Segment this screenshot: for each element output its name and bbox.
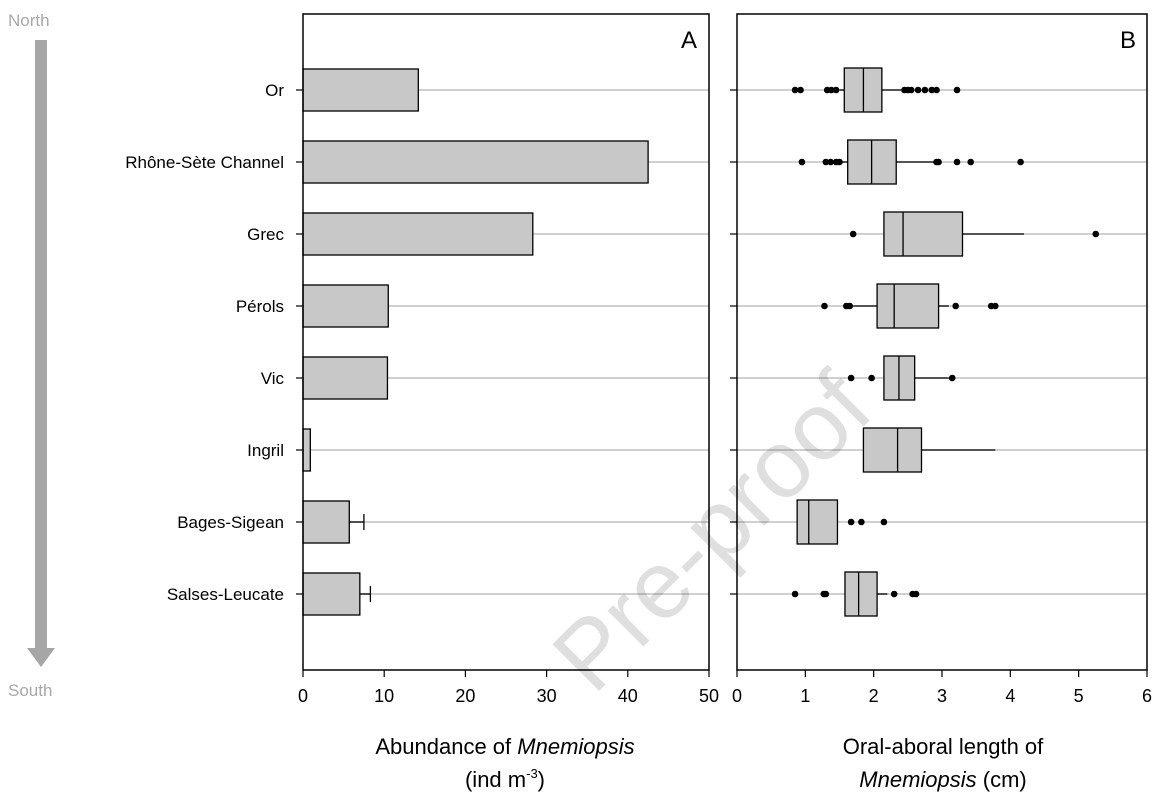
- box-group: [821, 283, 999, 329]
- arrow-head-icon: [27, 648, 55, 667]
- south-label: South: [8, 681, 52, 700]
- outlier-point: [828, 86, 835, 94]
- outlier-point: [1092, 230, 1100, 238]
- bar: [302, 572, 361, 616]
- outlier-point: [846, 302, 854, 310]
- outlier-point: [827, 158, 834, 166]
- x-tick-label: 20: [455, 686, 475, 706]
- outlier-point: [847, 518, 855, 526]
- box-group: [791, 571, 920, 617]
- outlier-point: [952, 302, 959, 310]
- panel-a-letter: A: [681, 27, 697, 54]
- x-tick-label: 4: [1005, 686, 1015, 706]
- outlier-point: [992, 302, 999, 310]
- bar: [302, 68, 419, 112]
- box-group: [862, 427, 996, 473]
- panel-a-bar-chart: 0 10 20 30 40 50 A Abundance of Mnemiopsis (i…: [296, 13, 719, 792]
- outlier-point: [880, 518, 888, 526]
- category-label: Ingril: [247, 441, 284, 460]
- outlier-point: [847, 374, 855, 382]
- box-group: [849, 211, 1100, 257]
- outlier-point: [822, 158, 830, 166]
- bar: [302, 500, 350, 544]
- category-label: Rhône-Sète Channel: [125, 153, 284, 172]
- outlier-point: [836, 158, 843, 166]
- iqr-box: [796, 499, 839, 545]
- iqr-box: [862, 427, 923, 473]
- category-label: Bages-Sigean: [177, 513, 284, 532]
- category-label: Salses-Leucate: [167, 585, 284, 604]
- panel-b-letter: B: [1120, 27, 1136, 54]
- bar: [302, 212, 534, 256]
- panel-a-y-ticks: [296, 89, 303, 595]
- outlier-point: [797, 86, 804, 94]
- north-label: North: [8, 11, 50, 30]
- x-tick-label: 2: [869, 686, 879, 706]
- box-group: [847, 355, 956, 401]
- category-labels: Or Rhône-Sète Channel Grec Pérols Vic Ingril B…: [125, 81, 284, 604]
- category-label: Vic: [261, 369, 285, 388]
- outlier-point: [849, 230, 857, 238]
- panel-a-xlabel-line1: Abundance of Mnemiopsis: [375, 734, 634, 759]
- outlier-point: [1017, 158, 1024, 166]
- outlier-point: [890, 590, 898, 598]
- outlier-point: [948, 374, 956, 382]
- category-label: Or: [265, 81, 284, 100]
- outlier-point: [868, 374, 875, 382]
- iqr-box: [876, 283, 940, 329]
- x-tick-label: 5: [1074, 686, 1084, 706]
- outlier-point: [798, 158, 806, 166]
- panel-b-x-ticks: 0 1 2 3 4 5 6: [732, 670, 1152, 706]
- outlier-point: [791, 590, 799, 598]
- iqr-box: [883, 211, 964, 257]
- bar: [302, 140, 649, 184]
- panel-b-frame: [736, 13, 1148, 671]
- iqr-box: [844, 571, 878, 617]
- box-group: [791, 67, 961, 113]
- x-tick-label: 3: [937, 686, 947, 706]
- x-tick-label: 6: [1142, 686, 1152, 706]
- outlier-point: [953, 86, 961, 94]
- x-tick-label: 1: [800, 686, 810, 706]
- panel-b-boxes: [791, 67, 1100, 617]
- panel-a-frame: [302, 13, 710, 671]
- bar: [302, 428, 311, 472]
- outlier-point: [858, 518, 865, 526]
- category-label: Pérols: [236, 297, 284, 316]
- north-south-arrow: North South: [8, 11, 55, 700]
- outlier-point: [832, 86, 840, 94]
- outlier-point: [921, 86, 929, 94]
- panel-b-xlabel-line1: Oral-aboral length of: [843, 734, 1044, 759]
- x-tick-label: 40: [618, 686, 638, 706]
- panel-a-x-ticks: 0 10 20 30 40 50: [298, 670, 719, 706]
- panel-a-bars: [302, 68, 649, 616]
- arrow-shaft: [35, 40, 47, 650]
- x-tick-label: 50: [699, 686, 719, 706]
- panel-b-xlabel-line2: Mnemiopsis (cm): [859, 767, 1026, 792]
- panel-b-boxplot: 0 1 2 3 4 5 6 B Oral-aboral length of Mnemiops…: [730, 13, 1152, 792]
- outlier-point: [822, 590, 830, 598]
- x-tick-label: 10: [374, 686, 394, 706]
- box-group: [796, 499, 888, 545]
- outlier-point: [935, 158, 942, 166]
- outlier-point: [791, 86, 799, 94]
- x-tick-label: 30: [537, 686, 557, 706]
- x-tick-label: 0: [732, 686, 742, 706]
- panel-a-xlabel-line2: (ind m-3): [465, 766, 545, 792]
- outlier-point: [914, 86, 922, 94]
- outlier-point: [912, 590, 920, 598]
- outlier-point: [933, 86, 940, 94]
- outlier-point: [967, 158, 974, 166]
- bar: [302, 284, 389, 328]
- panel-b-y-ticks: [730, 89, 737, 595]
- category-label: Grec: [247, 225, 284, 244]
- outlier-point: [953, 158, 961, 166]
- bar: [302, 356, 389, 400]
- outlier-point: [821, 302, 828, 310]
- box-group: [798, 139, 1024, 185]
- x-tick-label: 0: [298, 686, 308, 706]
- outlier-point: [907, 86, 915, 94]
- outlier-point: [928, 86, 936, 94]
